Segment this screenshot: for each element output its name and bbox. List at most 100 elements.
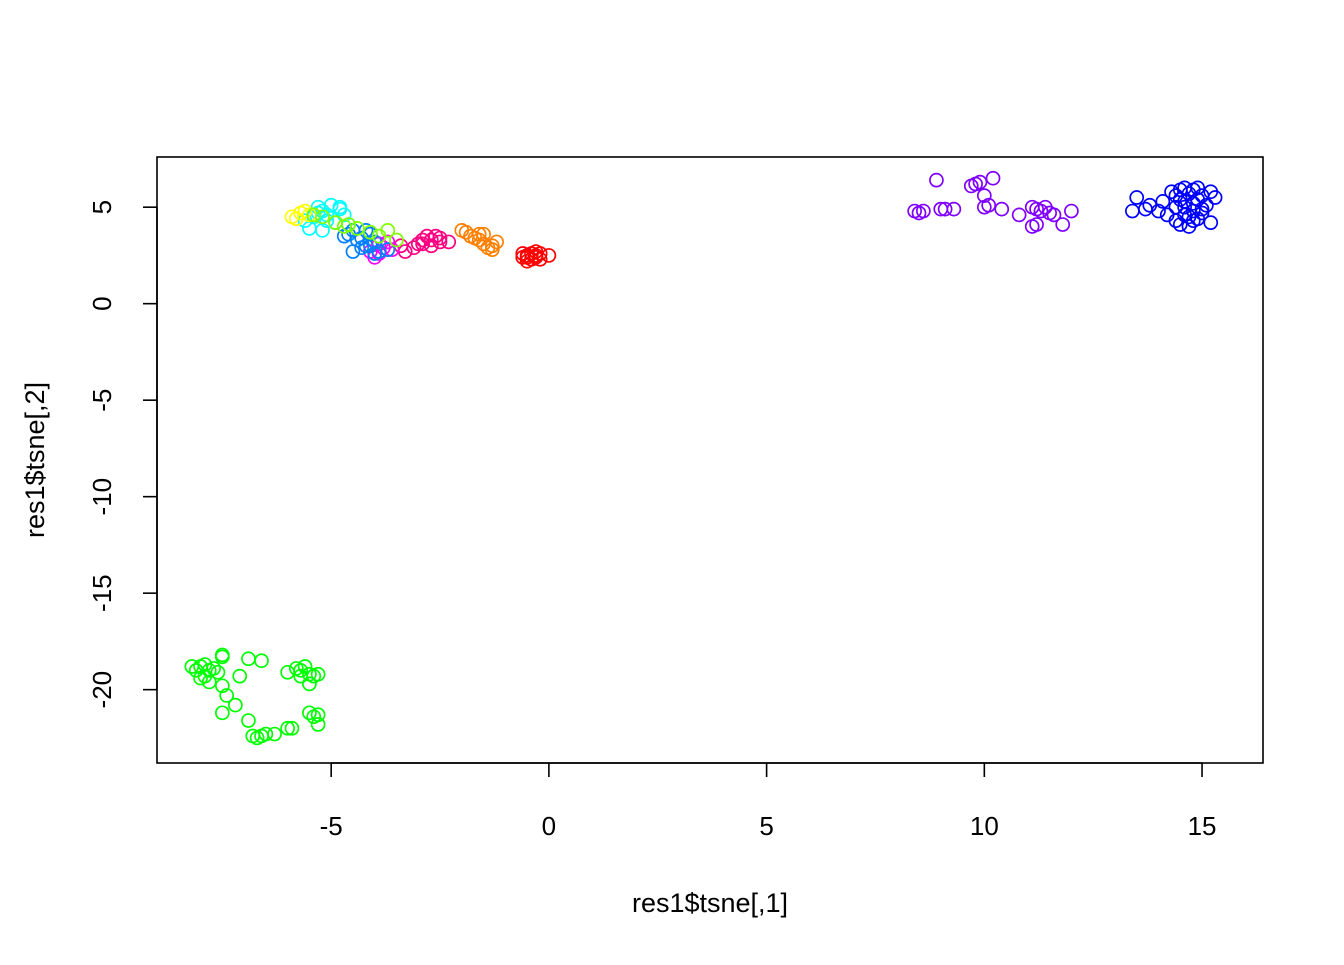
data-point xyxy=(976,188,992,203)
data-point xyxy=(1164,184,1179,200)
data-point xyxy=(297,659,313,674)
data-point xyxy=(210,664,226,680)
data-point xyxy=(380,222,396,238)
data-point xyxy=(336,207,352,223)
data-point xyxy=(302,221,317,236)
data-point xyxy=(484,242,500,257)
data-point xyxy=(415,232,430,248)
data-points xyxy=(184,170,1223,746)
x-tick-label: 0 xyxy=(542,811,556,841)
data-point xyxy=(1029,217,1044,232)
series-group xyxy=(184,647,326,746)
data-point xyxy=(916,203,931,219)
data-point xyxy=(1172,217,1188,232)
data-point xyxy=(232,668,248,684)
data-point xyxy=(288,211,304,227)
data-point xyxy=(310,707,326,723)
data-point xyxy=(519,253,535,269)
data-point xyxy=(476,226,491,242)
y-axis: -20 -15 -10 -5 0 5 xyxy=(87,200,158,709)
data-point xyxy=(1194,205,1210,221)
data-point xyxy=(284,720,300,736)
data-point xyxy=(1172,192,1188,207)
data-point xyxy=(1046,207,1062,223)
data-point xyxy=(293,663,309,678)
data-point xyxy=(315,209,330,225)
data-point xyxy=(341,217,356,232)
data-point xyxy=(297,203,313,219)
x-axis-title: res1$tsne[,1] xyxy=(632,888,788,918)
data-point xyxy=(363,224,378,240)
data-point xyxy=(528,244,544,259)
x-tick-label: 10 xyxy=(970,811,999,841)
data-point xyxy=(541,248,557,263)
data-point xyxy=(985,170,1001,186)
data-point xyxy=(367,246,383,261)
data-point xyxy=(1125,203,1140,219)
series-group xyxy=(1125,180,1223,234)
data-point xyxy=(1181,209,1197,225)
data-point xyxy=(1190,180,1206,196)
data-point xyxy=(1151,203,1166,219)
x-axis: -5 0 5 10 15 xyxy=(320,762,1217,841)
data-point xyxy=(423,232,439,248)
data-point xyxy=(1203,215,1219,230)
data-point xyxy=(310,666,326,682)
data-point xyxy=(946,201,962,217)
data-point xyxy=(319,213,335,229)
data-point xyxy=(214,678,230,694)
series-group xyxy=(907,170,1079,234)
data-point xyxy=(323,197,339,213)
series-group xyxy=(454,222,504,257)
y-tick-label: -20 xyxy=(87,671,117,709)
y-tick-label: -10 xyxy=(87,478,117,516)
data-point xyxy=(214,705,230,721)
y-tick-label: -15 xyxy=(87,574,117,612)
y-tick-label: -5 xyxy=(87,389,117,412)
data-point xyxy=(354,240,370,256)
data-point xyxy=(345,244,361,259)
data-point xyxy=(1129,190,1145,205)
data-point xyxy=(241,651,256,667)
data-point xyxy=(432,230,448,246)
data-point xyxy=(410,236,426,252)
data-point xyxy=(258,726,274,742)
data-point xyxy=(241,713,256,728)
data-point xyxy=(254,653,269,669)
data-point xyxy=(214,649,230,665)
data-point xyxy=(389,232,404,248)
data-point xyxy=(972,174,988,190)
data-point xyxy=(441,234,457,250)
data-point xyxy=(471,226,487,242)
x-tick-label: 5 xyxy=(759,811,773,841)
plot-area-frame xyxy=(156,156,1264,764)
data-point xyxy=(929,172,944,188)
data-point xyxy=(1033,203,1049,219)
y-axis-title: res1$tsne[,2] xyxy=(20,382,50,538)
x-tick-label: -5 xyxy=(320,811,343,841)
data-point xyxy=(1064,203,1079,219)
series-group xyxy=(515,244,557,269)
y-tick-label: 0 xyxy=(87,296,117,310)
data-point xyxy=(193,670,208,686)
data-point xyxy=(310,717,326,732)
data-point xyxy=(267,726,282,742)
data-point xyxy=(515,250,531,265)
y-tick-label: 5 xyxy=(87,200,117,214)
data-point xyxy=(201,674,217,690)
data-point xyxy=(937,201,953,217)
data-point xyxy=(1168,188,1184,203)
data-point xyxy=(280,720,295,736)
data-point xyxy=(293,668,309,684)
data-point xyxy=(302,676,317,692)
data-point xyxy=(994,201,1010,217)
x-tick-label: 15 xyxy=(1188,811,1217,841)
data-point xyxy=(302,705,317,721)
data-point xyxy=(415,236,430,252)
data-point xyxy=(206,661,221,676)
data-point xyxy=(1185,213,1201,229)
data-point xyxy=(332,199,348,215)
data-point xyxy=(1185,195,1201,211)
data-point xyxy=(1177,199,1192,215)
